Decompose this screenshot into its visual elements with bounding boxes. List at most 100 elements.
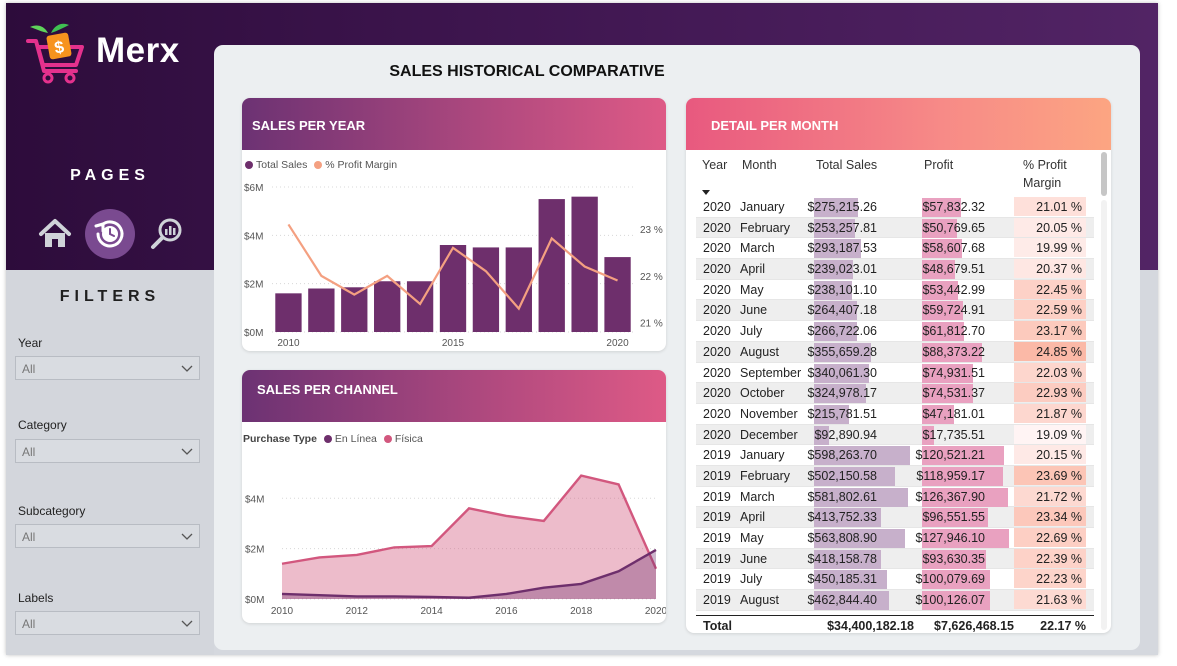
cell-year: 2020 (703, 386, 731, 401)
cell-profit: $74,531.37 (922, 386, 985, 401)
detail-per-month-card[interactable]: DETAIL PER MONTH Year Month Total Sales … (686, 98, 1111, 633)
y2-tick-label: 22 % (640, 272, 663, 283)
table-row[interactable]: 2020 July $266,722.06 $61,812.70 23.17 % (696, 321, 1094, 342)
column-header-total-sales[interactable]: Total Sales (816, 158, 878, 172)
bar (538, 199, 565, 332)
cell-month: August (740, 593, 779, 608)
cell-month: October (740, 386, 785, 401)
sales-per-channel-card[interactable]: SALES PER CHANNEL Purchase Type En Línea… (242, 370, 666, 623)
legend-physical: Física (394, 433, 423, 445)
profit-databar (922, 570, 991, 590)
sales-databar (814, 591, 889, 611)
legend-title: Purchase Type (243, 433, 317, 445)
cell-profit-margin: 21.87 % (1014, 403, 1086, 423)
sales-databar (814, 487, 908, 507)
cell-month: November (740, 406, 798, 421)
profit-databar (922, 404, 955, 424)
scrollbar-thumb[interactable] (1101, 152, 1107, 196)
table-row[interactable]: 2019 May $563,808.90 $127,946.10 22.69 % (696, 528, 1094, 549)
table-row[interactable]: 2019 August $462,844.40 $100,126.07 21.63 % (696, 590, 1094, 611)
filter-labels-value: All (22, 617, 36, 631)
table-row[interactable]: 2019 March $581,802.61 $126,367.90 21.72 % (696, 486, 1094, 508)
column-header-profit-margin[interactable]: % Profit Margin (1023, 158, 1067, 190)
cell-profit-margin: 22.03 % (1014, 362, 1086, 382)
sales-databar (814, 570, 887, 590)
table-row[interactable]: 2020 March $293,187.53 $58,607.68 19.99 % (696, 238, 1094, 260)
filter-subcategory-select[interactable]: All (15, 524, 200, 548)
legend-dot (383, 434, 392, 443)
y-tick-label: $6M (244, 183, 263, 194)
cell-year: 2020 (703, 220, 731, 235)
cell-profit-margin: 22.93 % (1014, 383, 1086, 403)
table-row[interactable]: 2019 April $413,752.33 $96,551.55 23.34 % (696, 507, 1094, 528)
table-row[interactable]: 2020 August $355,659.28 $88,373.22 24.85 % (696, 341, 1094, 363)
table-row[interactable]: 2020 June $264,407.18 $59,724.91 22.59 % (696, 300, 1094, 322)
x-tick-label: 2010 (271, 606, 294, 617)
cell-total-sales: $92,890.94 (814, 427, 877, 442)
profit-databar (922, 218, 957, 238)
chevron-down-icon (181, 365, 193, 372)
cell-profit-margin: 23.17 % (1014, 321, 1086, 341)
cell-month: January (740, 200, 785, 214)
sales-databar (814, 404, 849, 424)
app-logo-text: Merx (96, 31, 180, 70)
sales-databar (814, 198, 859, 217)
cell-profit-margin: 19.09 % (1014, 424, 1086, 444)
sales-databar (814, 549, 882, 569)
detail-table[interactable]: Year Month Total Sales Profit % Profit M… (686, 150, 1111, 633)
sales-per-channel-title: SALES PER CHANNEL (242, 370, 666, 422)
table-row[interactable]: 2019 July $450,185.31 $100,079.69 22.23 % (696, 569, 1094, 591)
profit-databar (922, 384, 973, 404)
cell-month: March (740, 241, 775, 256)
table-row[interactable]: 2020 December $92,890.94 $17,735.51 19.09 % (696, 424, 1094, 446)
sort-descending-icon[interactable] (702, 190, 710, 195)
column-header-month[interactable]: Month (742, 158, 777, 172)
filter-labels-select[interactable]: All (15, 611, 200, 635)
totals-profit: $7,626,468.15 (934, 619, 1014, 633)
nav-home-button[interactable] (30, 209, 80, 259)
table-row[interactable]: 2020 October $324,978.17 $74,531.37 22.93 % (696, 383, 1094, 404)
cell-profit: $74,931.51 (922, 365, 985, 380)
cell-total-sales: $581,802.61 (807, 489, 877, 504)
sales-databar (814, 425, 829, 445)
filter-year-select[interactable]: All (15, 356, 200, 380)
table-row[interactable]: 2020 May $238,101.10 $53,442.99 22.45 % (696, 279, 1094, 301)
column-header-profit[interactable]: Profit (924, 158, 954, 172)
profit-databar (922, 301, 963, 321)
cell-year: 2019 (703, 593, 731, 608)
table-row[interactable]: 2020 April $239,023.01 $48,679.51 20.37 % (696, 259, 1094, 280)
cell-total-sales: $324,978.17 (807, 386, 877, 401)
x-tick-label: 2020 (606, 338, 629, 349)
x-tick-label: 2020 (645, 606, 666, 617)
sales-per-channel-chart[interactable]: $0M $2M $4M 2010 2012 2014 2016 2018 2020 (242, 370, 666, 623)
cell-profit: $57,832.32 (922, 200, 985, 214)
table-row[interactable]: 2019 February $502,150.58 $118,959.17 23.69 … (696, 465, 1094, 487)
table-row[interactable]: 2020 September $340,061.30 $74,931.51 22.03 … (696, 362, 1094, 384)
table-row[interactable]: 2019 June $418,158.78 $93,630.35 22.39 % (696, 548, 1094, 570)
cell-profit-margin: 24.85 % (1014, 341, 1086, 361)
cell-month: July (740, 324, 763, 339)
column-header-year[interactable]: Year (702, 158, 728, 172)
profit-databar (922, 363, 974, 383)
scrollbar-track[interactable] (1101, 200, 1107, 630)
nav-history-button[interactable] (85, 209, 135, 259)
cell-profit: $120,521.21 (915, 448, 985, 463)
table-row[interactable]: 2020 November $215,781.51 $47,181.01 21.87 % (696, 403, 1094, 425)
cell-total-sales: $266,722.06 (807, 324, 877, 339)
cell-profit: $61,812.70 (922, 324, 985, 339)
table-row[interactable]: 2019 January $598,263.70 $120,521.21 20.15 % (696, 445, 1094, 466)
nav-analytics-button[interactable] (142, 209, 192, 259)
page-title: SALES HISTORICAL COMPARATIVE (389, 63, 665, 80)
x-tick-label: 2015 (442, 338, 465, 349)
bar (308, 288, 335, 332)
table-row[interactable]: 2020 February $253,257.81 $50,769.65 20.05 % (696, 217, 1094, 239)
x-tick-label: 2012 (346, 606, 369, 617)
totals-sales: $34,400,182.18 (827, 619, 914, 633)
table-row[interactable]: 2020 January $275,215.26 $57,832.32 21.01 % (696, 197, 1094, 218)
filter-year-label: Year (18, 336, 43, 350)
filter-category-select[interactable]: All (15, 439, 200, 463)
sales-per-year-chart[interactable]: $0M $2M $4M $6M 21 % 22 % 23 % 2010 2015 2020 (242, 98, 666, 351)
table-totals-row: Total $34,400,182.18 $7,626,468.15 22.17… (696, 615, 1094, 633)
sales-per-year-card[interactable]: SALES PER YEAR Total Sales % Profit Marg… (242, 98, 666, 351)
y2-tick-label: 21 % (640, 319, 663, 330)
